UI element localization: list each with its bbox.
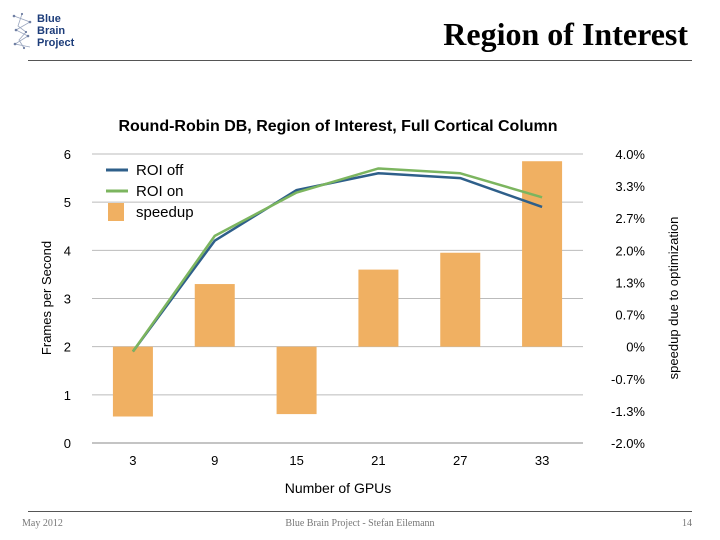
- legend-swatch: [108, 203, 124, 221]
- logo-line-1: Blue: [37, 13, 61, 25]
- slide-title: Region of Interest: [443, 16, 688, 52]
- y2-tick-label: -1.3%: [611, 404, 645, 419]
- speedup-bar: [194, 284, 235, 347]
- x-tick-label: 27: [453, 453, 467, 468]
- x-tick-label: 3: [129, 453, 136, 468]
- y2-tick-label: 0.7%: [615, 308, 645, 323]
- x-tick-label: 9: [211, 453, 218, 468]
- footer-divider: [28, 511, 692, 512]
- logo-line-3: Project: [37, 37, 75, 49]
- legend-label: speedup: [136, 204, 194, 221]
- y-tick-label: 3: [64, 292, 71, 307]
- y2-tick-label: -0.7%: [611, 372, 645, 387]
- y-tick-label: 4: [64, 243, 71, 258]
- y2-tick-label: 0%: [626, 340, 645, 355]
- logo-line-2: Brain: [37, 25, 66, 37]
- legend-label: ROI off: [136, 162, 184, 179]
- blue-brain-logo: Blue Brain Project: [10, 10, 90, 55]
- speedup-bar: [440, 252, 481, 347]
- y2-tick-label: 3.3%: [615, 179, 645, 194]
- speedup-bar: [276, 346, 317, 415]
- legend-label: ROI on: [136, 183, 184, 200]
- legend: ROI off ROI on speedup: [106, 162, 194, 221]
- line-roi-on: [131, 167, 543, 353]
- y2-axis-label: speedup due to optimization: [666, 217, 681, 380]
- fps-lines: [131, 167, 543, 353]
- y-tick-label: 1: [64, 388, 71, 403]
- footer-author: Blue Brain Project - Stefan Eilemann: [285, 518, 435, 529]
- axes: 0 1 2 3 4 5 6 -2.0% -1.3% -0.7% 0% 0.7% 1.3% 2.0% 2.7%…: [64, 147, 646, 468]
- y2-tick-label: 4.0%: [615, 147, 645, 162]
- footer-page-number: 14: [682, 518, 692, 529]
- y-tick-label: 6: [64, 147, 71, 162]
- speedup-bar: [522, 161, 563, 347]
- line-roi-off: [131, 172, 543, 353]
- x-tick-label: 33: [535, 453, 549, 468]
- logo-icon: [12, 12, 32, 50]
- chart-title: Round-Robin DB, Region of Interest, Full…: [118, 118, 557, 135]
- x-tick-label: 15: [289, 453, 303, 468]
- speedup-bar: [112, 346, 153, 417]
- footer-date: May 2012: [22, 518, 63, 529]
- speedup-bar: [358, 269, 399, 347]
- y2-tick-label: 1.3%: [615, 275, 645, 290]
- gridlines: [92, 153, 583, 444]
- y2-tick-label: 2.0%: [615, 243, 645, 258]
- y-tick-label: 0: [64, 436, 71, 451]
- y2-tick-label: 2.7%: [615, 211, 645, 226]
- x-tick-label: 21: [371, 453, 385, 468]
- x-axis-label: Number of GPUs: [285, 480, 392, 496]
- y-tick-label: 5: [64, 195, 71, 210]
- y-axis-label: Frames per Second: [39, 241, 54, 355]
- header-divider: [28, 60, 692, 61]
- y2-tick-label: -2.0%: [611, 436, 645, 451]
- y-tick-label: 2: [64, 340, 71, 355]
